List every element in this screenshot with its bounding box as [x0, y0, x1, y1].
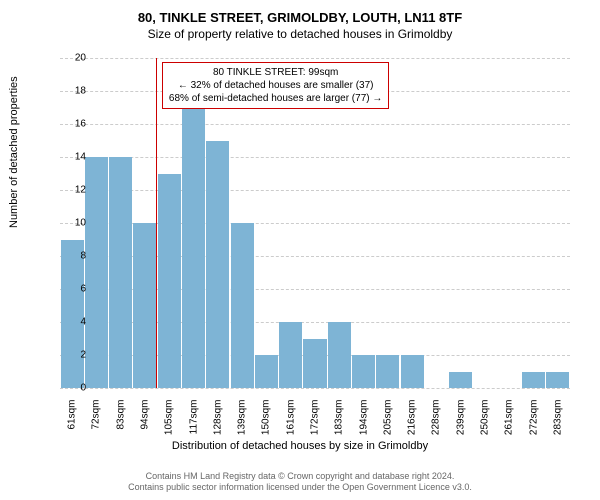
bar: [401, 355, 424, 388]
bar: [85, 157, 108, 388]
x-tick-label: 94sqm: [140, 400, 151, 450]
y-tick-label: 18: [56, 86, 86, 97]
bar: [279, 322, 302, 388]
footer-line-2: Contains public sector information licen…: [0, 482, 600, 494]
gridline: [60, 58, 570, 59]
y-tick-label: 6: [56, 284, 86, 295]
y-tick-label: 12: [56, 185, 86, 196]
bar: [109, 157, 132, 388]
gridline: [60, 124, 570, 125]
x-tick-label: 272sqm: [528, 400, 539, 450]
bar: [328, 322, 351, 388]
y-tick-label: 10: [56, 218, 86, 229]
x-tick-label: 72sqm: [91, 400, 102, 450]
annotation-line-2: ← 32% of detached houses are smaller (37…: [169, 79, 382, 92]
chart-subtitle: Size of property relative to detached ho…: [0, 25, 600, 45]
bar: [352, 355, 375, 388]
y-tick-label: 4: [56, 317, 86, 328]
x-tick-label: 228sqm: [431, 400, 442, 450]
x-tick-label: 250sqm: [480, 400, 491, 450]
gridline: [60, 388, 570, 389]
x-tick-label: 105sqm: [164, 400, 175, 450]
x-tick-label: 183sqm: [334, 400, 345, 450]
x-tick-label: 128sqm: [212, 400, 223, 450]
gridline: [60, 157, 570, 158]
x-tick-label: 283sqm: [552, 400, 563, 450]
bar: [376, 355, 399, 388]
bar: [206, 141, 229, 389]
chart-container: 80, TINKLE STREET, GRIMOLDBY, LOUTH, LN1…: [0, 0, 600, 500]
reference-line: [156, 58, 157, 388]
x-tick-label: 172sqm: [310, 400, 321, 450]
y-tick-label: 0: [56, 383, 86, 394]
bar: [546, 372, 569, 389]
bar: [158, 174, 181, 389]
annotation-line-1: 80 TINKLE STREET: 99sqm: [169, 66, 382, 79]
x-tick-label: 194sqm: [358, 400, 369, 450]
y-tick-label: 14: [56, 152, 86, 163]
bar: [133, 223, 156, 388]
bar: [449, 372, 472, 389]
x-tick-label: 117sqm: [188, 400, 199, 450]
x-tick-label: 205sqm: [382, 400, 393, 450]
y-tick-label: 8: [56, 251, 86, 262]
gridline: [60, 190, 570, 191]
chart-title: 80, TINKLE STREET, GRIMOLDBY, LOUTH, LN1…: [0, 0, 600, 25]
footer-text: Contains HM Land Registry data © Crown c…: [0, 471, 600, 494]
y-axis-label: Number of detached properties: [8, 76, 20, 228]
y-tick-label: 20: [56, 53, 86, 64]
bar: [522, 372, 545, 389]
x-tick-label: 239sqm: [455, 400, 466, 450]
footer-line-1: Contains HM Land Registry data © Crown c…: [0, 471, 600, 483]
plot-area: 80 TINKLE STREET: 99sqm← 32% of detached…: [60, 58, 570, 388]
annotation-line-3: 68% of semi-detached houses are larger (…: [169, 92, 382, 105]
x-tick-label: 161sqm: [285, 400, 296, 450]
x-tick-label: 61sqm: [67, 400, 78, 450]
bar: [182, 91, 205, 388]
y-tick-label: 16: [56, 119, 86, 130]
annotation-box: 80 TINKLE STREET: 99sqm← 32% of detached…: [162, 62, 389, 109]
x-tick-label: 150sqm: [261, 400, 272, 450]
x-tick-label: 216sqm: [407, 400, 418, 450]
bar: [231, 223, 254, 388]
bar: [61, 240, 84, 389]
bar: [303, 339, 326, 389]
x-tick-label: 83sqm: [115, 400, 126, 450]
bar: [255, 355, 278, 388]
x-tick-label: 261sqm: [504, 400, 515, 450]
x-tick-label: 139sqm: [237, 400, 248, 450]
y-tick-label: 2: [56, 350, 86, 361]
